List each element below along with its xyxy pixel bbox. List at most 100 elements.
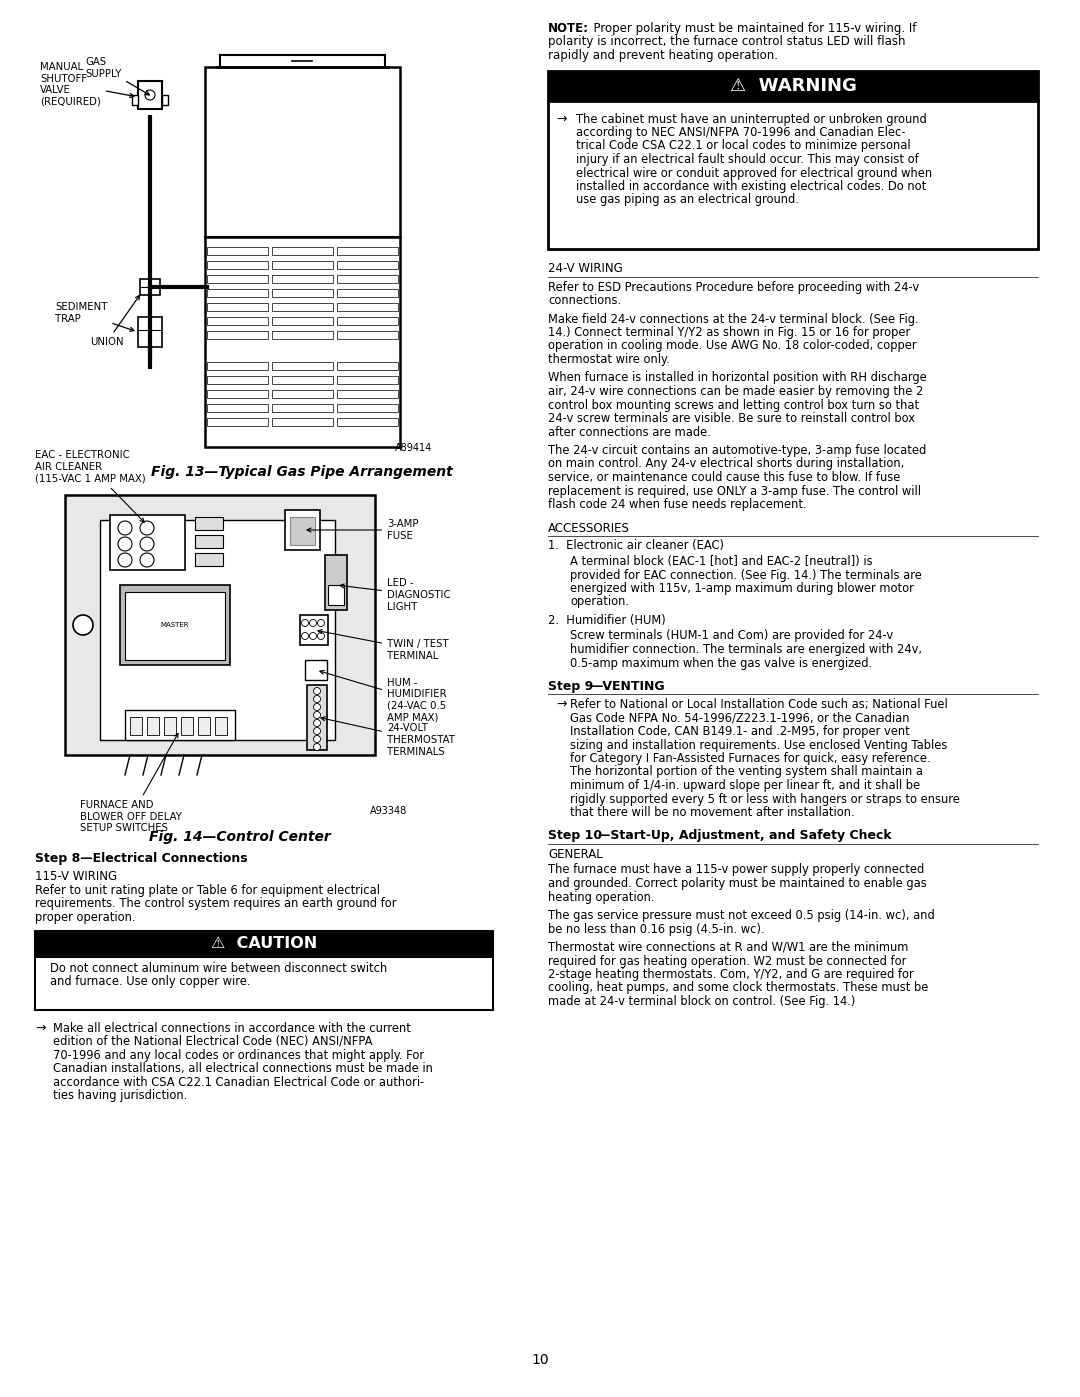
Text: flash code 24 when fuse needs replacement.: flash code 24 when fuse needs replacemen… (548, 497, 807, 511)
Bar (272, 289, 333, 298)
Bar (195, 517, 222, 529)
Text: ⚠  WARNING: ⚠ WARNING (730, 77, 856, 95)
Text: —VENTING: —VENTING (590, 680, 664, 693)
Text: 10: 10 (531, 1354, 549, 1368)
Text: The horizontal portion of the venting system shall maintain a: The horizontal portion of the venting sy… (570, 766, 923, 778)
Bar (337, 376, 399, 384)
Text: Make field 24-v connections at the 24-v terminal block. (See Fig.: Make field 24-v connections at the 24-v … (548, 313, 919, 326)
Text: and grounded. Correct polarity must be maintained to enable gas: and grounded. Correct polarity must be m… (548, 877, 927, 890)
Circle shape (313, 719, 321, 726)
Text: The 24-v circuit contains an automotive-type, 3-amp fuse located: The 24-v circuit contains an automotive-… (548, 444, 927, 457)
Bar (132, 95, 138, 105)
Bar (100, 520, 335, 740)
Text: Fig. 14—Control Center: Fig. 14—Control Center (149, 830, 330, 844)
Text: operation in cooling mode. Use AWG No. 18 color-coded, copper: operation in cooling mode. Use AWG No. 1… (548, 339, 917, 352)
Text: required for gas heating operation. W2 must be connected for: required for gas heating operation. W2 m… (548, 954, 906, 968)
Bar (300, 615, 328, 645)
Text: heating operation.: heating operation. (548, 890, 654, 904)
Text: Refer to ESD Precautions Procedure before proceeding with 24-v: Refer to ESD Precautions Procedure befor… (548, 281, 919, 293)
Circle shape (118, 553, 132, 567)
Bar (120, 585, 230, 665)
Text: Gas Code NFPA No. 54-1996/Z223.1-1996, or the Canadian: Gas Code NFPA No. 54-1996/Z223.1-1996, o… (570, 711, 909, 725)
Bar (337, 247, 399, 256)
Text: ties having jurisdiction.: ties having jurisdiction. (53, 1090, 187, 1102)
Text: SEDIMENT
TRAP: SEDIMENT TRAP (55, 302, 134, 331)
Bar (285, 510, 320, 550)
Text: MANUAL
SHUTOFF
VALVE
(REQUIRED): MANUAL SHUTOFF VALVE (REQUIRED) (40, 61, 134, 106)
Bar (207, 331, 268, 339)
Text: according to NEC ANSI/NFPA 70-1996 and Canadian Elec-: according to NEC ANSI/NFPA 70-1996 and C… (576, 126, 905, 138)
Text: Do not connect aluminum wire between disconnect switch: Do not connect aluminum wire between dis… (50, 961, 388, 975)
Text: MASTER: MASTER (161, 622, 189, 629)
Bar (337, 289, 399, 298)
Bar (198, 717, 210, 735)
Bar (337, 331, 399, 339)
Bar (272, 404, 333, 412)
Bar (272, 362, 333, 370)
Text: on main control. Any 24-v electrical shorts during installation,: on main control. Any 24-v electrical sho… (548, 457, 904, 471)
Bar (125, 592, 225, 659)
Text: 1.  Electronic air cleaner (EAC): 1. Electronic air cleaner (EAC) (548, 539, 724, 552)
Bar (272, 376, 333, 384)
Circle shape (313, 704, 321, 711)
Text: A93348: A93348 (370, 806, 407, 816)
Text: FURNACE AND
BLOWER OFF DELAY
SETUP SWITCHES: FURNACE AND BLOWER OFF DELAY SETUP SWITC… (80, 733, 181, 833)
Text: Step 9: Step 9 (548, 680, 593, 693)
Bar (337, 317, 399, 326)
Text: →: → (556, 113, 567, 126)
Circle shape (313, 743, 321, 750)
Text: 24-v screw terminals are visible. Be sure to reinstall control box: 24-v screw terminals are visible. Be sur… (548, 412, 915, 425)
Text: rigidly supported every 5 ft or less with hangers or straps to ensure: rigidly supported every 5 ft or less wit… (570, 792, 960, 806)
Bar (207, 376, 268, 384)
Bar (291, 517, 315, 545)
Bar (272, 303, 333, 312)
Bar (207, 275, 268, 284)
Text: HUM -
HUMIDIFIER
(24-VAC 0.5
AMP MAX): HUM - HUMIDIFIER (24-VAC 0.5 AMP MAX) (320, 671, 447, 722)
Text: accordance with CSA C22.1 Canadian Electrical Code or authori-: accordance with CSA C22.1 Canadian Elect… (53, 1076, 424, 1088)
Bar (337, 303, 399, 312)
Text: 0.5-amp maximum when the gas valve is energized.: 0.5-amp maximum when the gas valve is en… (570, 657, 873, 669)
Text: connections.: connections. (548, 293, 621, 307)
Bar (337, 261, 399, 270)
Text: sizing and installation requirements. Use enclosed Venting Tables: sizing and installation requirements. Us… (570, 739, 947, 752)
Text: requirements. The control system requires an earth ground for: requirements. The control system require… (35, 897, 396, 911)
Bar (181, 717, 193, 735)
Circle shape (301, 619, 309, 626)
Circle shape (318, 619, 324, 626)
Bar (138, 81, 162, 109)
Circle shape (313, 735, 321, 742)
Bar (207, 303, 268, 312)
Text: LED -
DIAGNOSTIC
LIGHT: LED - DIAGNOSTIC LIGHT (340, 578, 450, 612)
Text: be no less than 0.16 psig (4.5-in. wc).: be no less than 0.16 psig (4.5-in. wc). (548, 922, 765, 936)
Text: The gas service pressure must not exceed 0.5 psig (14-in. wc), and: The gas service pressure must not exceed… (548, 909, 935, 922)
Bar (548, 101, 1038, 249)
Bar (272, 390, 333, 398)
Text: control box mounting screws and letting control box turn so that: control box mounting screws and letting … (548, 398, 919, 412)
Text: cooling, heat pumps, and some clock thermostats. These must be: cooling, heat pumps, and some clock ther… (548, 982, 929, 995)
Bar (130, 717, 141, 735)
Circle shape (140, 553, 154, 567)
Bar (140, 279, 160, 295)
Circle shape (313, 728, 321, 735)
Bar (207, 404, 268, 412)
Text: thermostat wire only.: thermostat wire only. (548, 353, 670, 366)
Circle shape (313, 687, 321, 694)
Text: The furnace must have a 115-v power supply properly connected: The furnace must have a 115-v power supp… (548, 863, 924, 876)
Bar (207, 418, 268, 426)
Text: humidifier connection. The terminals are energized with 24v,: humidifier connection. The terminals are… (570, 643, 922, 657)
Text: provided for EAC connection. (See Fig. 14.) The terminals are: provided for EAC connection. (See Fig. 1… (570, 569, 922, 581)
Circle shape (301, 633, 309, 640)
Bar (207, 390, 268, 398)
Text: injury if an electrical fault should occur. This may consist of: injury if an electrical fault should occ… (576, 154, 919, 166)
Text: When furnace is installed in horizontal position with RH discharge: When furnace is installed in horizontal … (548, 372, 927, 384)
Bar (548, 70, 1038, 101)
Text: 115-V WIRING: 115-V WIRING (35, 870, 117, 883)
Circle shape (318, 633, 324, 640)
Text: Thermostat wire connections at R and W/W1 are the minimum: Thermostat wire connections at R and W/W… (548, 942, 908, 954)
Text: Refer to unit rating plate or Table 6 for equipment electrical: Refer to unit rating plate or Table 6 fo… (35, 884, 380, 897)
Text: Refer to National or Local Installation Code such as; National Fuel: Refer to National or Local Installation … (570, 698, 948, 711)
Bar (337, 418, 399, 426)
Text: electrical wire or conduit approved for electrical ground when: electrical wire or conduit approved for … (576, 166, 932, 179)
Bar (138, 317, 162, 346)
Bar (35, 957, 492, 1010)
